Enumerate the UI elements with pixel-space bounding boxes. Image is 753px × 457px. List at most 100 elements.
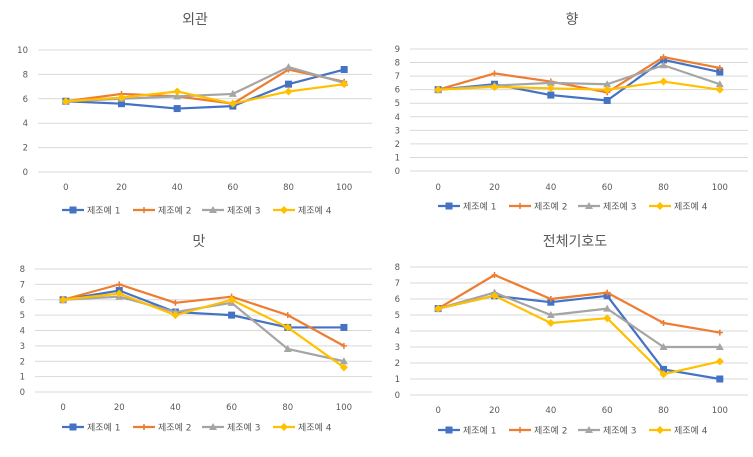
data-point bbox=[716, 68, 724, 76]
data-point bbox=[283, 344, 292, 352]
y-tick-label: 3 bbox=[395, 126, 400, 136]
chart-title: 향 bbox=[566, 12, 579, 28]
series-4 bbox=[61, 80, 349, 108]
series-3 bbox=[434, 288, 724, 350]
data-point bbox=[61, 97, 70, 106]
legend-label: 제조예 1 bbox=[87, 423, 120, 434]
data-point bbox=[603, 304, 612, 312]
y-tick-label: 5 bbox=[20, 311, 25, 321]
y-tick-label: 0 bbox=[395, 167, 400, 177]
series-line bbox=[437, 56, 721, 94]
legend-item: 제조예 3 bbox=[202, 423, 260, 434]
data-point bbox=[116, 281, 123, 288]
data-point bbox=[228, 99, 237, 108]
legend-label: 제조예 3 bbox=[227, 423, 260, 434]
y-tick-label: 8 bbox=[23, 70, 28, 80]
x-tick-label: 60 bbox=[227, 183, 238, 193]
data-point bbox=[173, 92, 182, 100]
y-tick-label: 2 bbox=[395, 140, 400, 150]
legend-label: 제조예 3 bbox=[227, 206, 260, 217]
data-point bbox=[603, 97, 611, 105]
data-point bbox=[340, 342, 347, 349]
legend-label: 제조예 2 bbox=[158, 423, 191, 434]
data-point bbox=[173, 105, 181, 113]
data-point bbox=[547, 298, 555, 306]
data-point bbox=[172, 299, 179, 306]
series-line bbox=[65, 68, 345, 110]
legend-item: 제조예 4 bbox=[273, 206, 332, 217]
data-point bbox=[659, 370, 668, 379]
y-tick-label: 5 bbox=[395, 99, 400, 109]
series-1 bbox=[434, 56, 724, 105]
data-point bbox=[659, 61, 668, 69]
legend-marker bbox=[69, 206, 77, 214]
data-point bbox=[115, 289, 124, 298]
y-tick-label: 4 bbox=[395, 113, 400, 123]
data-point bbox=[171, 311, 180, 320]
legend-marker bbox=[445, 426, 453, 434]
y-tick-label: 0 bbox=[23, 168, 28, 178]
data-point bbox=[715, 343, 724, 350]
series-4 bbox=[434, 77, 724, 94]
legend-item: 제조예 4 bbox=[649, 202, 708, 213]
data-point bbox=[339, 357, 348, 365]
series-line bbox=[437, 294, 721, 376]
series-line bbox=[438, 80, 720, 91]
data-point bbox=[715, 80, 724, 88]
legend-label: 제조예 3 bbox=[603, 426, 636, 437]
x-tick-label: 40 bbox=[172, 183, 183, 193]
series-4 bbox=[434, 291, 724, 379]
x-tick-label: 100 bbox=[336, 403, 352, 413]
x-tick-label: 60 bbox=[602, 183, 613, 193]
legend-label: 제조예 1 bbox=[87, 206, 120, 217]
x-tick-label: 0 bbox=[63, 183, 68, 193]
legend-label: 제조예 2 bbox=[158, 206, 191, 217]
data-point bbox=[660, 365, 667, 373]
data-point bbox=[659, 343, 668, 350]
series-line bbox=[62, 289, 344, 329]
y-tick-label: 7 bbox=[20, 280, 25, 290]
legend-item: 제조예 2 bbox=[133, 423, 191, 434]
data-point bbox=[228, 311, 236, 319]
legend-marker bbox=[280, 206, 288, 214]
y-tick-label: 4 bbox=[23, 119, 28, 129]
data-point bbox=[716, 375, 724, 383]
legend-marker bbox=[445, 202, 453, 210]
y-tick-label: 1 bbox=[395, 375, 400, 385]
data-point bbox=[491, 70, 498, 77]
legend-marker bbox=[585, 426, 593, 433]
legend-item: 제조예 1 bbox=[62, 423, 120, 434]
data-point bbox=[339, 363, 348, 372]
data-point bbox=[716, 329, 723, 336]
y-tick-label: 5 bbox=[395, 311, 400, 321]
y-tick-label: 7 bbox=[395, 279, 400, 289]
y-tick-label: 1 bbox=[395, 153, 400, 163]
series-line bbox=[62, 283, 345, 347]
data-point bbox=[284, 63, 293, 71]
x-tick-label: 0 bbox=[435, 406, 440, 416]
y-tick-label: 1 bbox=[20, 373, 25, 383]
legend-label: 제조예 4 bbox=[298, 206, 332, 217]
data-point bbox=[284, 87, 293, 96]
y-tick-label: 4 bbox=[20, 327, 25, 337]
data-point bbox=[340, 80, 349, 89]
legend-marker bbox=[656, 202, 664, 210]
y-tick-label: 10 bbox=[17, 46, 28, 56]
series-line bbox=[62, 292, 345, 369]
legend-marker bbox=[585, 202, 593, 209]
data-point bbox=[118, 100, 125, 108]
legend-marker bbox=[656, 426, 664, 434]
chart-panel-aroma: 향 0 1 2 3 4 5 6 7 8 9 0 20 40 60 80 100 제조예 1 제조예 2 제조예 3 제조… bbox=[376, 0, 752, 228]
data-point bbox=[490, 82, 499, 91]
chart-title: 외관 bbox=[182, 12, 208, 28]
data-point bbox=[603, 292, 611, 300]
data-point bbox=[490, 291, 499, 300]
data-point bbox=[660, 54, 667, 61]
x-tick-label: 60 bbox=[602, 406, 613, 416]
y-tick-label: 2 bbox=[395, 359, 400, 369]
legend-item: 제조예 4 bbox=[649, 426, 708, 437]
data-point bbox=[603, 314, 612, 323]
data-point bbox=[283, 323, 292, 332]
legend-marker bbox=[69, 423, 77, 431]
